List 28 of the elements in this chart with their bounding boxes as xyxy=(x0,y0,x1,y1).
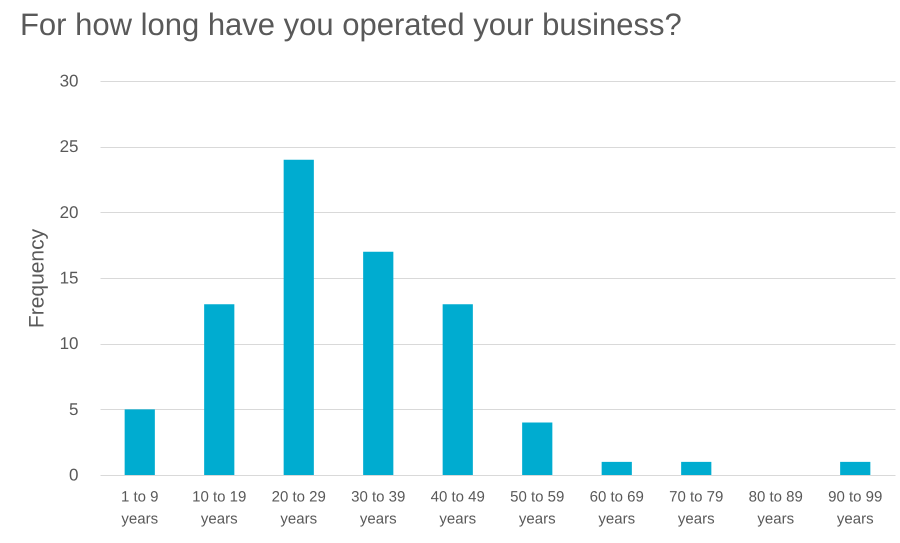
bar xyxy=(840,462,870,475)
x-tick-label: 70 to 79 years xyxy=(669,488,724,528)
y-tick-label: 25 xyxy=(60,137,78,156)
x-tick-label: 1 to 9 years xyxy=(120,488,159,528)
chart-title: For how long have you operated your business? xyxy=(20,7,682,42)
bar xyxy=(124,409,155,475)
x-tick-label: 60 to 69 years xyxy=(590,488,644,528)
y-tick-label: 5 xyxy=(69,400,78,419)
bar xyxy=(204,304,234,475)
y-tick-label: 30 xyxy=(60,72,78,90)
y-tick-label: 10 xyxy=(60,334,78,354)
y-tick-label: 20 xyxy=(60,202,78,222)
bar xyxy=(522,422,552,475)
y-axis-title: Frequency xyxy=(26,228,49,328)
x-tick-label: 10 to 19 years xyxy=(192,488,246,528)
y-tick-label: 15 xyxy=(60,268,78,288)
x-tick-label: 20 to 29 years xyxy=(272,488,326,528)
x-tick-label: 80 to 89 years xyxy=(748,488,803,528)
bar xyxy=(442,304,473,475)
x-tick-label: 90 to 99 years xyxy=(828,488,882,528)
x-tick-label: 50 to 59 years xyxy=(510,488,564,528)
bar xyxy=(681,462,712,475)
bar xyxy=(363,252,394,475)
x-tick-label: 40 to 49 years xyxy=(430,488,485,528)
bar xyxy=(284,160,314,475)
y-tick-label: 0 xyxy=(69,466,78,484)
bar xyxy=(602,462,632,475)
x-tick-label: 30 to 39 years xyxy=(351,488,406,528)
